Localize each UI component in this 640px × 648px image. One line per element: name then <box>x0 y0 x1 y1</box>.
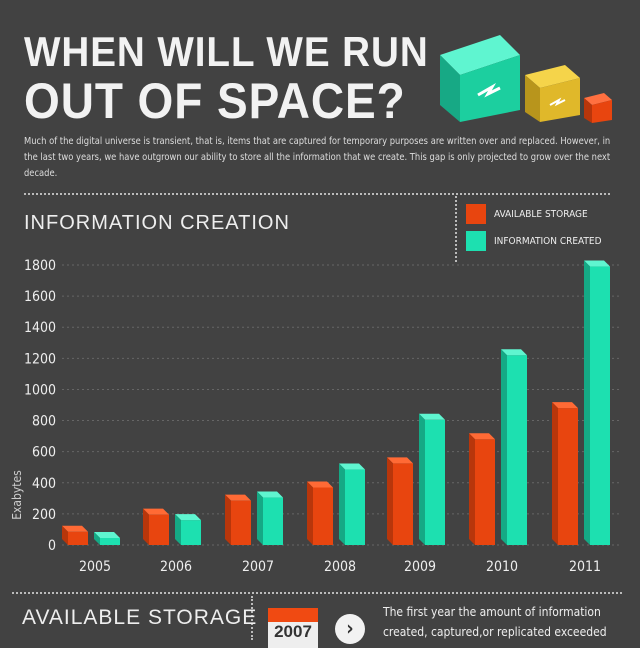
bar-storage-2005 <box>62 525 88 545</box>
divider <box>12 592 622 594</box>
y-tick-label: 1800 <box>24 258 56 274</box>
bar-info-2006 <box>175 514 201 545</box>
bar-top <box>419 413 445 420</box>
small-cube-icon <box>584 93 612 123</box>
bar-storage-2009 <box>387 457 413 545</box>
bar-front <box>558 408 578 545</box>
legend-label: AVAILABLE STORAGE <box>494 208 588 220</box>
chart-title: INFORMATION CREATION <box>24 212 290 234</box>
bar-front <box>345 469 365 545</box>
bar-side <box>501 349 507 545</box>
y-tick-label: 1600 <box>24 289 56 305</box>
bar-top <box>257 491 283 498</box>
legend-swatch <box>466 231 486 251</box>
bar-storage-2010 <box>469 433 495 545</box>
x-tick-label: 2005 <box>79 559 111 575</box>
bar-side <box>62 525 68 545</box>
bar-front <box>590 266 610 545</box>
bar-front <box>149 514 169 545</box>
bar-side <box>143 508 149 545</box>
bar-storage-2006 <box>143 508 169 545</box>
bar-info-2010 <box>501 349 527 545</box>
bar-side <box>419 413 425 545</box>
x-tick-label: 2009 <box>404 559 436 575</box>
calendar-icon: 2007 <box>268 608 318 648</box>
bar-side <box>257 491 263 545</box>
medium-cube-icon <box>525 65 580 122</box>
bar-info-2007 <box>257 491 283 545</box>
bar-front <box>313 487 333 545</box>
y-tick-label: 800 <box>32 414 56 430</box>
y-tick-label: 400 <box>32 476 56 492</box>
bar-front <box>507 355 527 545</box>
bar-front <box>393 463 413 545</box>
large-cube-icon <box>440 35 520 122</box>
bar-side <box>307 481 313 545</box>
bar-info-2011 <box>584 260 610 545</box>
y-axis-label: Exabytes <box>10 470 24 520</box>
bar-top <box>387 457 413 464</box>
bar-front <box>231 500 251 545</box>
title-line-2: OUT OF SPACE? <box>24 73 406 129</box>
legend-info: INFORMATION CREATED <box>466 231 602 251</box>
x-tick-label: 2011 <box>569 559 601 575</box>
bar-storage-2008 <box>307 481 333 545</box>
x-tick-label: 2006 <box>160 559 192 575</box>
bar-side <box>225 494 231 545</box>
bar-front <box>263 497 283 545</box>
bar-side <box>94 532 100 545</box>
bar-side <box>469 433 475 545</box>
y-tick-label: 1000 <box>24 382 56 398</box>
legend-storage: AVAILABLE STORAGE <box>466 204 588 224</box>
bar-storage-2011 <box>552 402 578 545</box>
bar-top <box>175 514 201 521</box>
y-tick-label: 1200 <box>24 351 56 367</box>
bar-side <box>584 260 590 545</box>
bar-front <box>68 531 88 545</box>
intro-paragraph: Much of the digital universe is transien… <box>24 136 611 179</box>
bar-side <box>387 457 393 545</box>
cubes-illustration <box>440 35 612 123</box>
bar-top <box>584 260 610 267</box>
bar-top <box>552 402 578 409</box>
bar-storage-2007 <box>225 494 251 545</box>
calendar-year: 2007 <box>274 622 312 641</box>
bar-top <box>469 433 495 440</box>
bar-info-2008 <box>339 463 365 545</box>
legend-swatch <box>466 204 486 224</box>
section-note: The first year the amount of information… <box>383 605 607 639</box>
y-tick-label: 1400 <box>24 320 56 336</box>
divider-vertical <box>455 196 457 262</box>
legend-label: INFORMATION CREATED <box>494 235 602 247</box>
x-tick-label: 2008 <box>324 559 356 575</box>
bar-front <box>425 419 445 545</box>
x-tick-label: 2007 <box>242 559 274 575</box>
bar-top <box>225 494 251 501</box>
bar-top <box>143 508 169 515</box>
bar-side <box>339 463 345 545</box>
bar-side <box>552 402 558 545</box>
y-tick-label: 600 <box>32 445 56 461</box>
bar-info-2009 <box>419 413 445 545</box>
bar-front <box>181 520 201 545</box>
divider <box>24 193 610 195</box>
chevron-right-icon[interactable]: › <box>335 614 365 644</box>
bar-side <box>175 514 181 545</box>
bar-top <box>339 463 365 470</box>
bar-front <box>100 538 120 545</box>
title-line-1: WHEN WILL WE RUN <box>24 28 429 75</box>
divider-vertical <box>251 596 253 640</box>
bar-top <box>307 481 333 488</box>
bar-top <box>501 349 527 356</box>
bar-top <box>94 532 120 538</box>
bar-top <box>62 525 88 532</box>
y-tick-label: 0 <box>48 538 56 554</box>
x-tick-label: 2010 <box>486 559 518 575</box>
bar-front <box>475 439 495 545</box>
section-title: AVAILABLE STORAGE <box>22 606 258 629</box>
bar-info-2005 <box>94 532 120 545</box>
y-tick-label: 200 <box>32 507 56 523</box>
